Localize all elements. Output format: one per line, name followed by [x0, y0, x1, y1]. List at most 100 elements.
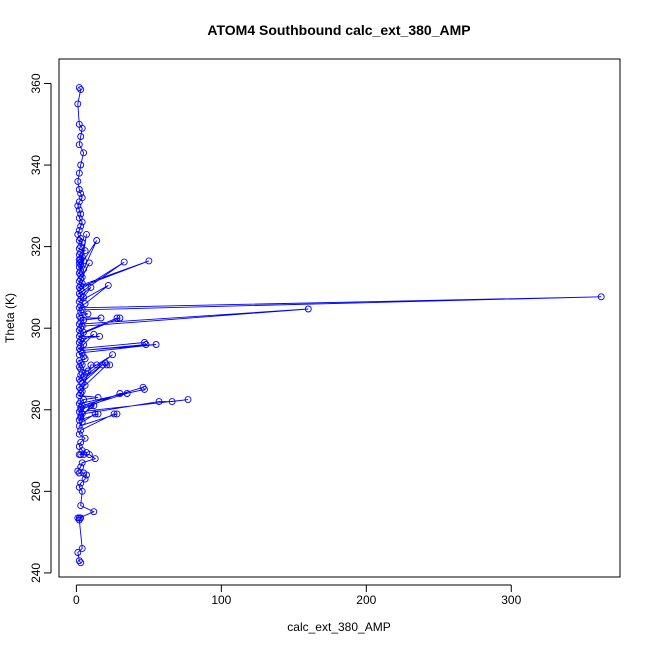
data-point	[87, 361, 95, 369]
data-point	[94, 394, 102, 401]
data-point	[93, 237, 101, 244]
data-point	[141, 339, 148, 346]
data-point	[123, 390, 131, 397]
data-point	[75, 226, 83, 234]
data-point	[85, 259, 93, 267]
data-point	[116, 314, 124, 322]
data-point	[597, 293, 605, 301]
data-point	[80, 149, 88, 157]
data-point	[77, 210, 85, 218]
data-point	[77, 222, 85, 230]
data-point	[77, 161, 85, 169]
data-point	[75, 84, 83, 92]
data-point	[75, 430, 83, 438]
data-point	[78, 218, 86, 226]
data-point	[74, 514, 82, 522]
data-point	[81, 300, 89, 308]
data-point	[77, 479, 85, 487]
data-point	[74, 549, 82, 556]
data-point	[77, 258, 85, 266]
data-point	[77, 559, 85, 567]
series-path	[77, 87, 602, 563]
data-point	[75, 363, 83, 371]
series-line	[77, 87, 602, 563]
data-point	[75, 206, 83, 214]
data-point	[75, 469, 83, 477]
data-point	[109, 351, 117, 359]
series-points	[74, 84, 605, 567]
data-point	[74, 100, 82, 108]
data-point	[96, 332, 104, 340]
data-point	[103, 361, 111, 369]
data-point	[155, 398, 163, 406]
data-point	[104, 281, 112, 289]
data-point	[75, 186, 83, 193]
y-tick-label: 240	[29, 563, 43, 583]
data-point	[77, 404, 85, 412]
data-point	[90, 330, 98, 338]
data-point	[78, 459, 86, 467]
data-point	[142, 341, 150, 348]
data-point	[84, 367, 92, 375]
x-tick-label: 0	[73, 593, 80, 607]
data-point	[152, 341, 160, 348]
data-point	[75, 141, 83, 149]
data-point	[74, 202, 82, 210]
data-point	[83, 230, 90, 238]
data-point	[77, 502, 85, 510]
data-point	[84, 310, 92, 318]
data-point	[80, 353, 88, 361]
data-point	[94, 410, 102, 418]
data-point	[78, 369, 86, 377]
data-point	[120, 258, 128, 266]
y-axis-label: Theta (K)	[3, 293, 17, 343]
data-point	[75, 198, 83, 206]
data-point	[75, 557, 83, 565]
data-point	[87, 402, 95, 410]
data-point	[87, 283, 95, 291]
data-point	[78, 306, 86, 314]
data-point	[77, 426, 85, 434]
data-point	[78, 544, 86, 552]
data-point	[77, 514, 85, 522]
data-point	[83, 471, 90, 479]
data-point	[106, 361, 114, 369]
x-tick-label: 200	[356, 593, 376, 607]
data-point	[77, 414, 85, 422]
data-point	[75, 451, 83, 459]
y-tick-label: 260	[29, 481, 43, 501]
data-point	[77, 235, 85, 242]
data-point	[78, 487, 86, 495]
data-point	[113, 410, 121, 418]
y-axis: 240 260 280 300 320 340 360	[29, 73, 52, 583]
x-axis-label: calc_ext_380_AMP	[287, 620, 390, 634]
x-axis: 0 100 200 300	[73, 584, 522, 607]
data-point	[75, 516, 83, 524]
data-point	[74, 177, 82, 185]
data-point	[97, 314, 105, 322]
data-point	[77, 86, 85, 94]
data-point	[91, 455, 99, 463]
data-point	[91, 410, 99, 418]
data-point	[78, 410, 86, 418]
y-tick-label: 360	[29, 73, 43, 93]
data-point	[90, 402, 98, 410]
data-point	[75, 169, 83, 177]
data-point	[116, 390, 124, 397]
y-tick-label: 320	[29, 236, 43, 256]
data-point	[78, 124, 86, 132]
data-point	[77, 347, 85, 355]
data-point	[168, 398, 176, 406]
data-point	[304, 305, 312, 313]
data-point	[184, 396, 192, 404]
data-point	[75, 259, 83, 267]
data-point	[77, 438, 85, 446]
y-tick-label: 340	[29, 155, 43, 175]
plot-frame	[58, 58, 621, 578]
data-point	[141, 385, 148, 393]
data-point	[81, 247, 89, 255]
y-tick-label: 300	[29, 318, 43, 338]
data-point	[81, 475, 89, 483]
data-point	[77, 190, 85, 198]
